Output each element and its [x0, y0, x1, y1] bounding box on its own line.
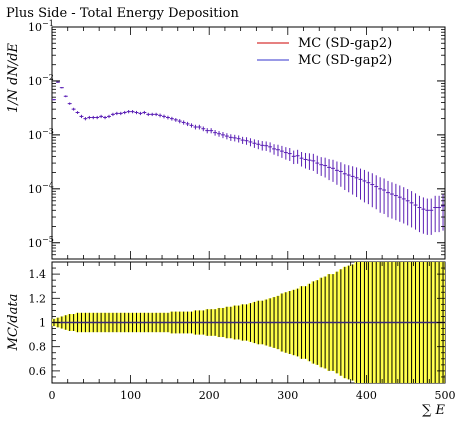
x-tick-label: 400 — [356, 389, 377, 402]
main-y-axis-label: 1/N dN/dE — [6, 42, 21, 113]
ratio-y-axis-label: MC/data — [6, 294, 21, 352]
ratio-y-tick-label: 1.2 — [29, 292, 47, 305]
y-tick-label: 10−5 — [28, 235, 54, 250]
legend-label-1: MC (SD-gap2) — [298, 36, 392, 51]
y-tick-label: 10−1 — [28, 19, 54, 34]
legend-label-2: MC (SD-gap2) — [298, 53, 392, 68]
ratio-plot-marks — [52, 262, 445, 383]
y-tick-label: 10−4 — [28, 181, 54, 196]
x-tick-label: 0 — [49, 389, 56, 402]
ratio-y-ticks: 0.6 0.8 1 1.2 1.4 — [29, 267, 445, 378]
chart-title: Plus Side - Total Energy Deposition — [6, 6, 239, 21]
x-tick-label: 200 — [199, 389, 220, 402]
y-tick-label: 10−2 — [28, 73, 54, 88]
x-tick-label: 500 — [435, 389, 456, 402]
ratio-y-tick-label: 0.6 — [29, 365, 47, 378]
main-plot-marks — [52, 81, 445, 235]
x-tick-label: 100 — [120, 389, 141, 402]
ratio-y-tick-label: 0.8 — [29, 341, 47, 354]
ratio-y-tick-label: 1 — [39, 317, 46, 330]
ratio-y-tick-label: 1.4 — [29, 268, 47, 281]
main-y-ticks: 10−1 10−2 10−3 10−4 10−5 — [28, 19, 445, 256]
x-axis-label: ∑ E — [422, 403, 445, 418]
x-axis-ticks: 0 100 200 300 400 500 — [49, 27, 456, 402]
legend: MC (SD-gap2) MC (SD-gap2) — [257, 36, 392, 68]
x-tick-label: 300 — [277, 389, 298, 402]
y-tick-label: 10−3 — [28, 127, 54, 142]
